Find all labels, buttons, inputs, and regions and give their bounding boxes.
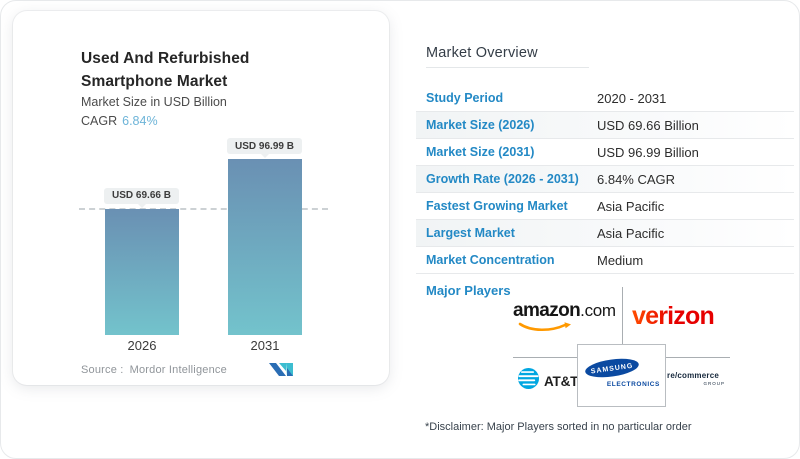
chart-title: Used And Refurbished Smartphone Market (81, 50, 250, 90)
mordor-intelligence-logo-icon (267, 360, 297, 384)
row-label: Market Size (2026) (426, 118, 535, 132)
samsung-logo: SAMSUNG ELECTRONICS (577, 344, 666, 407)
source-label: Source : (81, 364, 124, 376)
row-value: Medium (597, 252, 644, 268)
overview-title: Market Overview (426, 45, 538, 61)
table-row: Market Concentration Medium (416, 247, 794, 274)
source-name: Mordor Intelligence (129, 364, 227, 376)
row-value: Asia Pacific (597, 198, 665, 214)
row-label: Market Size (2031) (426, 145, 535, 159)
verizon-logo: verizon (632, 302, 715, 330)
table-row: Growth Rate (2026 - 2031) 6.84% CAGR (416, 166, 794, 193)
samsung-electronics-label: ELECTRONICS (606, 381, 660, 388)
row-label: Market Concentration (426, 253, 555, 267)
overview-title-rule (426, 67, 589, 68)
chart-subtitle: Market Size in USD Billion (81, 95, 227, 109)
amazon-logo: amazon.com (513, 300, 625, 332)
source-line: Source : Mordor Intelligence (81, 364, 227, 376)
x-axis-label-2031: 2031 (250, 338, 280, 353)
row-label: Fastest Growing Market (426, 199, 568, 213)
dashed-reference-line (79, 207, 328, 210)
table-row: Study Period 2020 - 2031 (416, 85, 794, 112)
row-label: Largest Market (426, 226, 515, 240)
recommerce-logo: re/commerce GROUP (667, 371, 725, 386)
row-label: Study Period (426, 91, 504, 105)
row-value: Asia Pacific (597, 225, 665, 241)
cagr-label: CAGR (81, 114, 118, 128)
row-value: 6.84% CAGR (597, 171, 676, 187)
x-axis-label-2026: 2026 (127, 338, 157, 353)
row-value: USD 96.99 Billion (597, 144, 699, 160)
table-row: Largest Market Asia Pacific (416, 220, 794, 247)
players-horizontal-line-left (513, 357, 577, 358)
market-snapshot-card: Used And Refurbished Smartphone Market M… (13, 11, 389, 385)
att-logo: AT&T (518, 368, 578, 394)
table-row: Fastest Growing Market Asia Pacific (416, 193, 794, 220)
att-globe-icon (518, 368, 539, 394)
bar-2026 (105, 208, 179, 335)
row-value: USD 69.66 Billion (597, 117, 699, 133)
cagr-value: 6.84% (122, 114, 158, 128)
bar-2031 (228, 159, 302, 335)
row-label: Growth Rate (2026 - 2031) (426, 172, 579, 186)
players-vertical-divider (622, 287, 623, 344)
table-row: Market Size (2026) USD 69.66 Billion (416, 112, 794, 139)
amazon-smile-arrow-icon (518, 320, 572, 338)
samsung-oval-icon: SAMSUNG (583, 357, 641, 384)
disclaimer-text: *Disclaimer: Major Players sorted in no … (425, 421, 692, 433)
bar-value-label-2026: USD 69.66 B (104, 187, 179, 208)
table-row: Market Size (2031) USD 96.99 Billion (416, 139, 794, 166)
cagr-line: CAGR 6.84% (81, 114, 158, 128)
row-value: 2020 - 2031 (597, 90, 667, 106)
overview-table: Study Period 2020 - 2031 Market Size (20… (416, 85, 794, 274)
major-players-label: Major Players (426, 283, 511, 298)
bar-value-label-2031: USD 96.99 B (227, 138, 302, 158)
players-horizontal-line-right (666, 357, 730, 358)
